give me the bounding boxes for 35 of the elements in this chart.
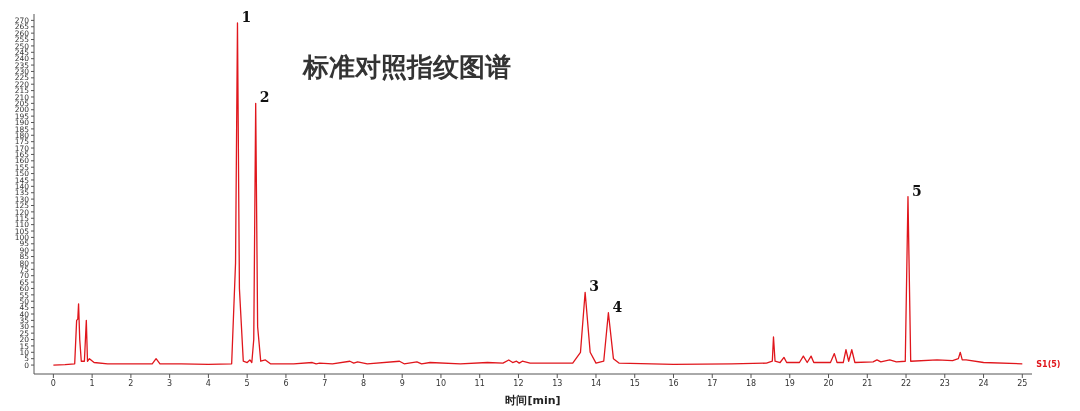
x-axis-title: 时间[min] xyxy=(505,394,561,407)
x-tick-label: 8 xyxy=(360,378,366,388)
x-tick-label: 1 xyxy=(89,378,95,388)
x-tick-label: 22 xyxy=(900,378,912,388)
x-tick-label: 15 xyxy=(629,378,640,388)
x-tick-label: 16 xyxy=(668,378,679,388)
x-tick-label: 23 xyxy=(939,378,950,388)
annotation: 2 xyxy=(259,89,270,106)
x-tick-label: 10 xyxy=(435,378,447,388)
x-tick-label: 11 xyxy=(474,378,485,388)
x-tick-label: 24 xyxy=(978,378,989,388)
x-tick-label: 3 xyxy=(167,378,173,388)
x-tick-label: 0 xyxy=(50,378,56,388)
annotation: 5 xyxy=(911,182,922,199)
x-tick-label: 12 xyxy=(513,378,524,388)
x-tick-label: 5 xyxy=(244,378,250,388)
x-tick-label: 2 xyxy=(128,378,134,388)
x-tick-label: 7 xyxy=(322,378,328,388)
x-tick-label: 17 xyxy=(707,378,718,388)
x-tick-label: 25 xyxy=(1017,378,1028,388)
x-tick-label: 13 xyxy=(552,378,563,388)
x-tick-label: 21 xyxy=(862,378,873,388)
text: 标准对照指纹图谱 xyxy=(303,51,511,84)
x-tick-label: 20 xyxy=(823,378,834,388)
series-label: S1(5) xyxy=(1036,359,1061,369)
x-tick-label: 19 xyxy=(784,378,795,388)
annotation: 4 xyxy=(612,298,623,315)
x-tick-label: 6 xyxy=(283,378,289,388)
x-tick-label: 4 xyxy=(205,378,211,388)
annotation: 1 xyxy=(241,8,252,25)
line-series xyxy=(52,22,1023,366)
x-tick-label: 9 xyxy=(399,378,405,388)
x-tick-label: 14 xyxy=(590,378,602,388)
x-tick-label: 18 xyxy=(745,378,757,388)
annotation: 3 xyxy=(589,278,599,295)
